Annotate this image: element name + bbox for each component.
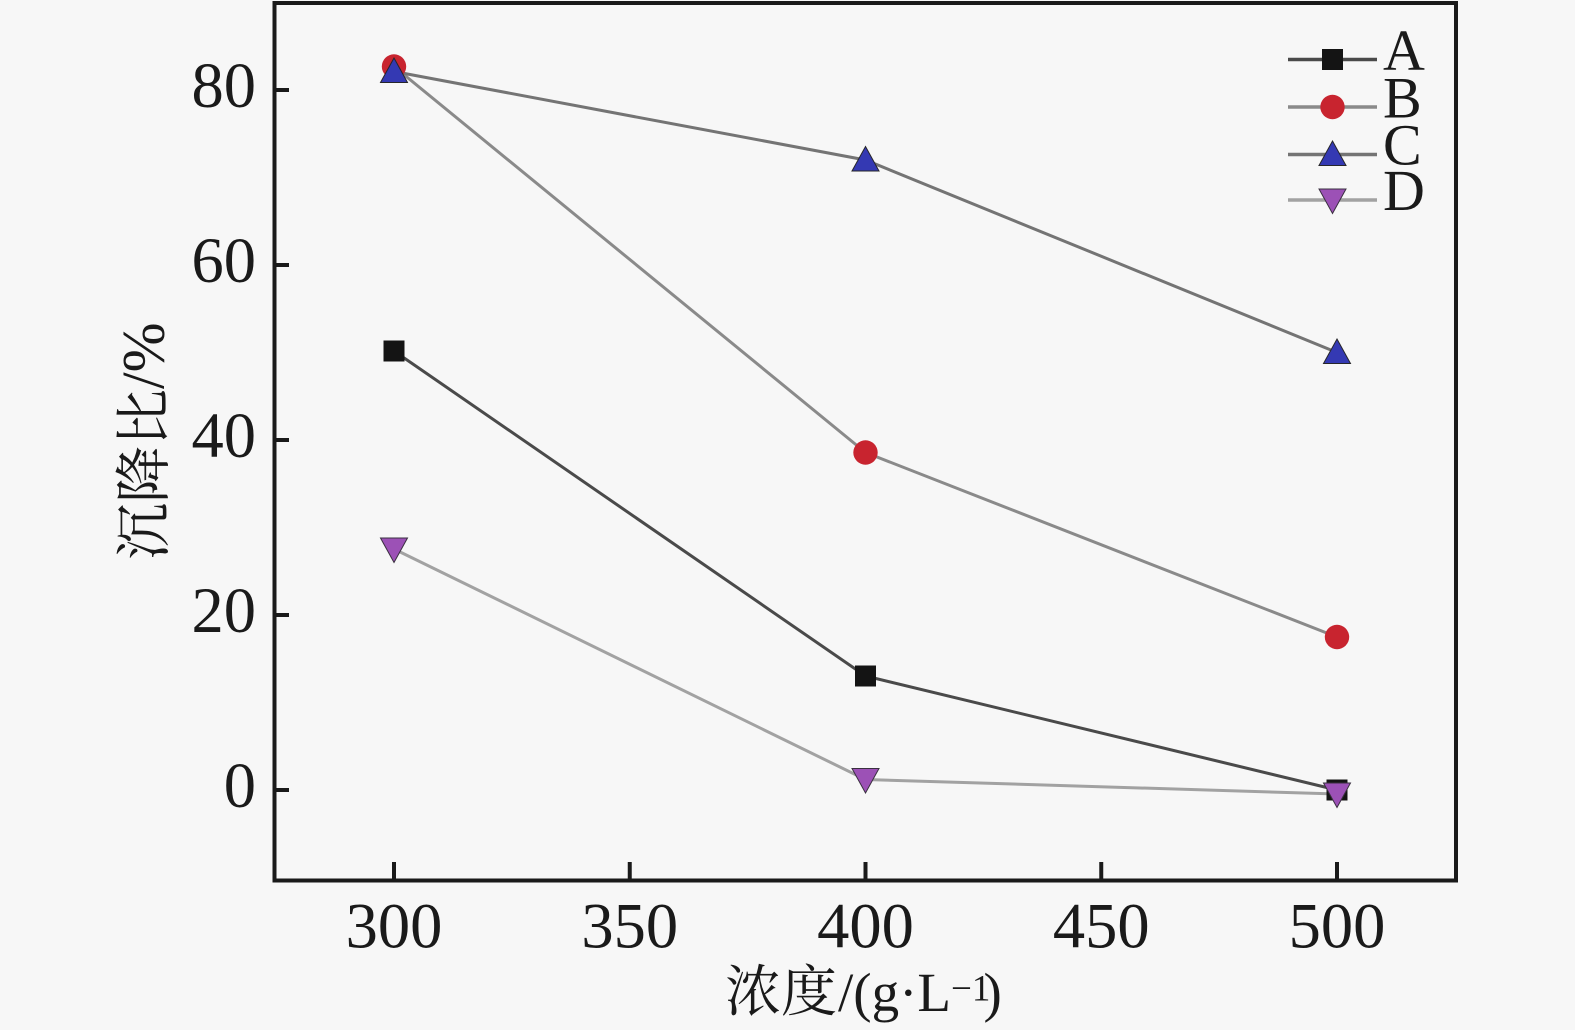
svg-text:450: 450 [1053, 891, 1150, 962]
svg-text:350: 350 [581, 891, 678, 962]
svg-text:20: 20 [192, 575, 257, 646]
svg-text:): ) [984, 962, 1002, 1023]
svg-text:−1: −1 [951, 969, 990, 1010]
svg-text:/(g·L: /(g·L [838, 962, 951, 1023]
svg-text:40: 40 [192, 400, 257, 471]
svg-text:400: 400 [817, 891, 914, 962]
svg-text:80: 80 [192, 50, 257, 121]
svg-text:B: B [1383, 65, 1422, 130]
svg-text:D: D [1383, 158, 1425, 223]
svg-text:500: 500 [1289, 891, 1386, 962]
svg-text:A: A [1383, 18, 1425, 83]
svg-text:300: 300 [346, 891, 443, 962]
svg-text:0: 0 [224, 750, 256, 821]
svg-text:60: 60 [192, 225, 257, 296]
svg-text:C: C [1383, 113, 1422, 178]
svg-text:/%: /% [111, 322, 177, 389]
